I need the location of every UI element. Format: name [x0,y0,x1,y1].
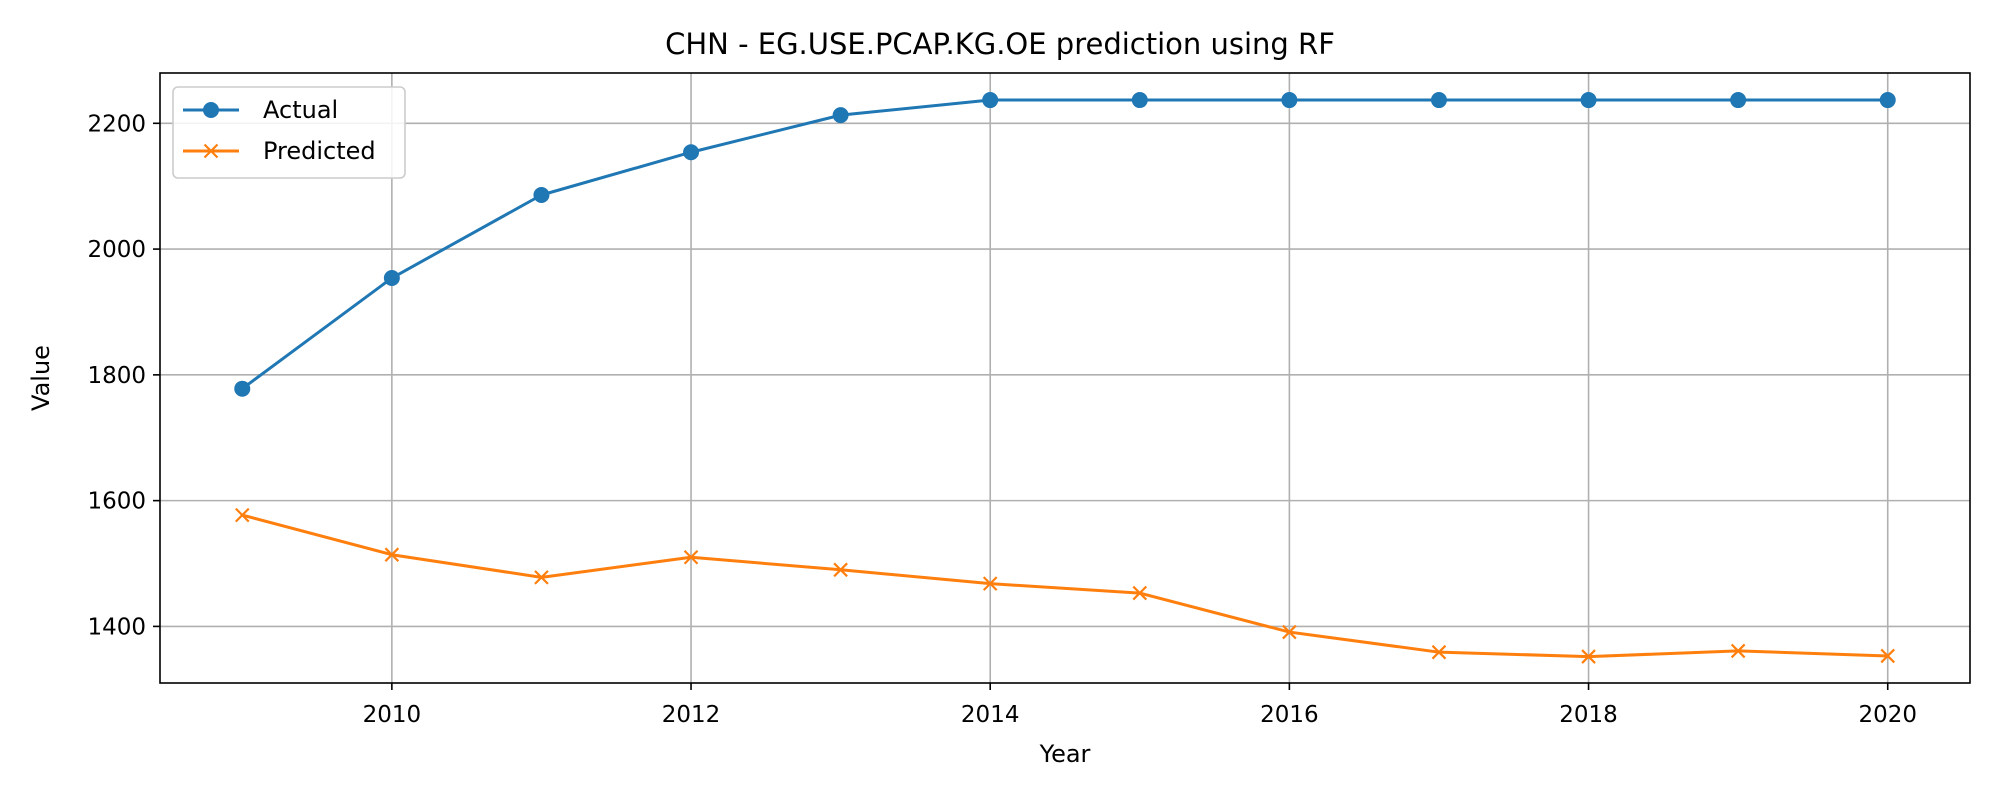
plot-frame [159,72,1971,684]
legend-marker-predicted [203,143,219,159]
predicted-point [1730,643,1746,659]
grid [160,73,1970,683]
y-tick-label: 2000 [87,237,146,263]
legend: Actual Predicted [172,86,406,179]
predicted-point [234,507,250,523]
y-tick-label: 2200 [87,111,146,137]
legend-entry-predicted: Predicted [183,137,376,165]
actual-point [982,92,999,109]
y-axis-label: Value [27,345,55,411]
x-tick-label: 2012 [662,702,721,728]
predicted-point [982,576,998,591]
legend-label-actual: Actual [263,96,338,124]
actual-point [1430,92,1447,109]
actual-point [234,380,251,397]
y-tick-label: 1600 [87,489,146,515]
predicted-point [1282,624,1297,640]
predicted-point [1431,644,1447,660]
x-tick-label: 2010 [363,702,422,728]
predicted-point [833,562,848,578]
y-tick-label: 1400 [87,614,146,640]
actual-point [1580,92,1597,109]
actual-point [383,270,400,287]
x-tick-label: 2020 [1858,702,1917,728]
x-tick-label: 2014 [961,702,1020,728]
legend-marker-actual [203,102,219,118]
predicted-point [1581,649,1596,664]
plot-series [234,92,1896,664]
actual-point [533,187,550,203]
predicted-point [683,549,699,565]
x-axis-label: Year [1039,740,1091,768]
predicted-point [1880,648,1896,664]
predicted-point [534,570,549,585]
actual-point [1281,92,1298,109]
x-tick-label: 2018 [1559,702,1618,728]
x-tick-label: 2016 [1260,702,1319,728]
actual-series [234,92,1896,397]
actual-point [1730,92,1747,109]
actual-point [1879,92,1896,109]
actual-line [241,98,1888,390]
actual-point [683,144,700,161]
legend-entries: Actual Predicted [183,96,376,165]
y-tick-label: 1800 [87,363,146,389]
predicted-point [1132,585,1148,601]
legend-entry-actual: Actual [183,96,338,124]
axis-ticks: 2010 2012 2014 2016 2018 2020 1400 1600 1800 2000… [87,111,1917,728]
actual-point [1131,92,1148,109]
predicted-series [234,507,1896,664]
predicted-point [384,547,400,562]
legend-label-predicted: Predicted [263,137,376,165]
actual-point [832,107,849,124]
predicted-line [241,513,1888,659]
chart-title: CHN - EG.USE.PCAP.KG.OE prediction using… [665,27,1335,61]
